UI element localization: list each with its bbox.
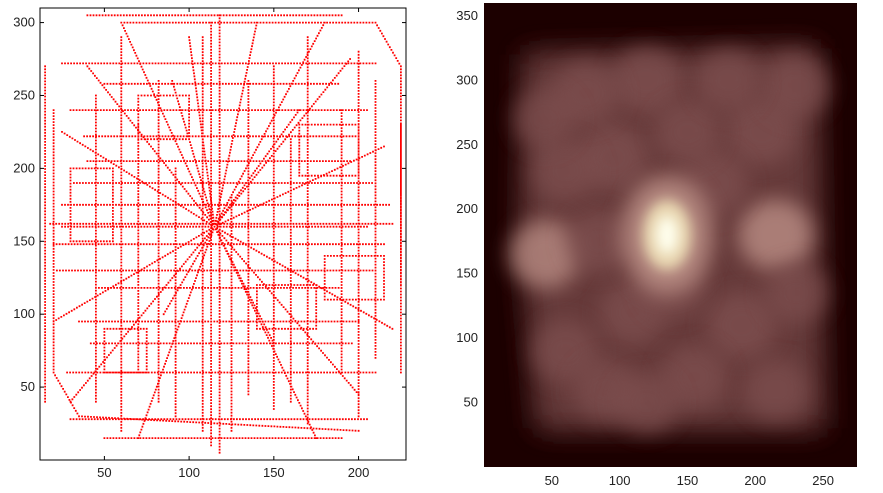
density-blob [738,199,814,271]
density-blob [612,47,682,114]
density-blob [660,344,728,409]
heatmap-x-tick-label: 250 [812,473,834,488]
density-blob [695,49,761,112]
density-heatmap: 50 100 150 200 250 50 100 150 200 250 300 350 [456,3,857,488]
heatmap-y-tick-label: 250 [456,137,478,152]
heatmap-y-tick-label: 200 [456,201,478,216]
density-blob [763,262,828,324]
density-blob [743,359,808,421]
y-tick-label: 250 [13,87,35,102]
y-tick-label: 100 [13,306,35,321]
density-blob [654,100,721,164]
heatmap-y-tick-label: 350 [456,8,478,23]
trajectory-chart: 50 100 150 200 50 100 150 200 250 300 [13,7,407,480]
x-tick-label: 50 [97,465,111,480]
density-blob [513,89,577,149]
heatmap-y-tick-label: 50 [464,395,478,410]
x-tick-label: 150 [263,465,285,480]
trajectory-axes: 50 100 150 200 50 100 150 200 250 300 [13,8,406,480]
density-blob [762,54,830,119]
density-blob [509,220,581,289]
x-tick-label: 200 [348,465,370,480]
trajectory-markers [44,14,402,454]
density-blob [532,139,598,202]
trajectory-points [44,14,402,454]
heatmap-x-tick-label: 100 [609,473,631,488]
y-tick-label: 150 [13,233,35,248]
y-tick-label: 300 [13,15,35,30]
heatmap-y-tick-label: 300 [456,72,478,87]
y-tick-label: 200 [13,160,35,175]
heatmap-x-tick-label: 200 [744,473,766,488]
heatmap-y-tick-label: 100 [456,330,478,345]
x-tick-label: 100 [178,465,200,480]
heatmap-density [509,47,830,433]
density-blob [566,210,633,273]
y-tick-label: 50 [21,379,35,394]
heatmap-x-tick-label: 50 [545,473,559,488]
heatmap-x-tick-label: 150 [677,473,699,488]
heatmap-y-tick-label: 150 [456,266,478,281]
density-blob [726,98,798,166]
density-blob [532,319,599,383]
heatmap-axes: 50 100 150 200 250 50 100 150 200 250 300 350 [456,8,834,488]
density-blob [615,372,679,433]
density-peak-core [656,216,678,254]
density-blob [706,291,777,359]
